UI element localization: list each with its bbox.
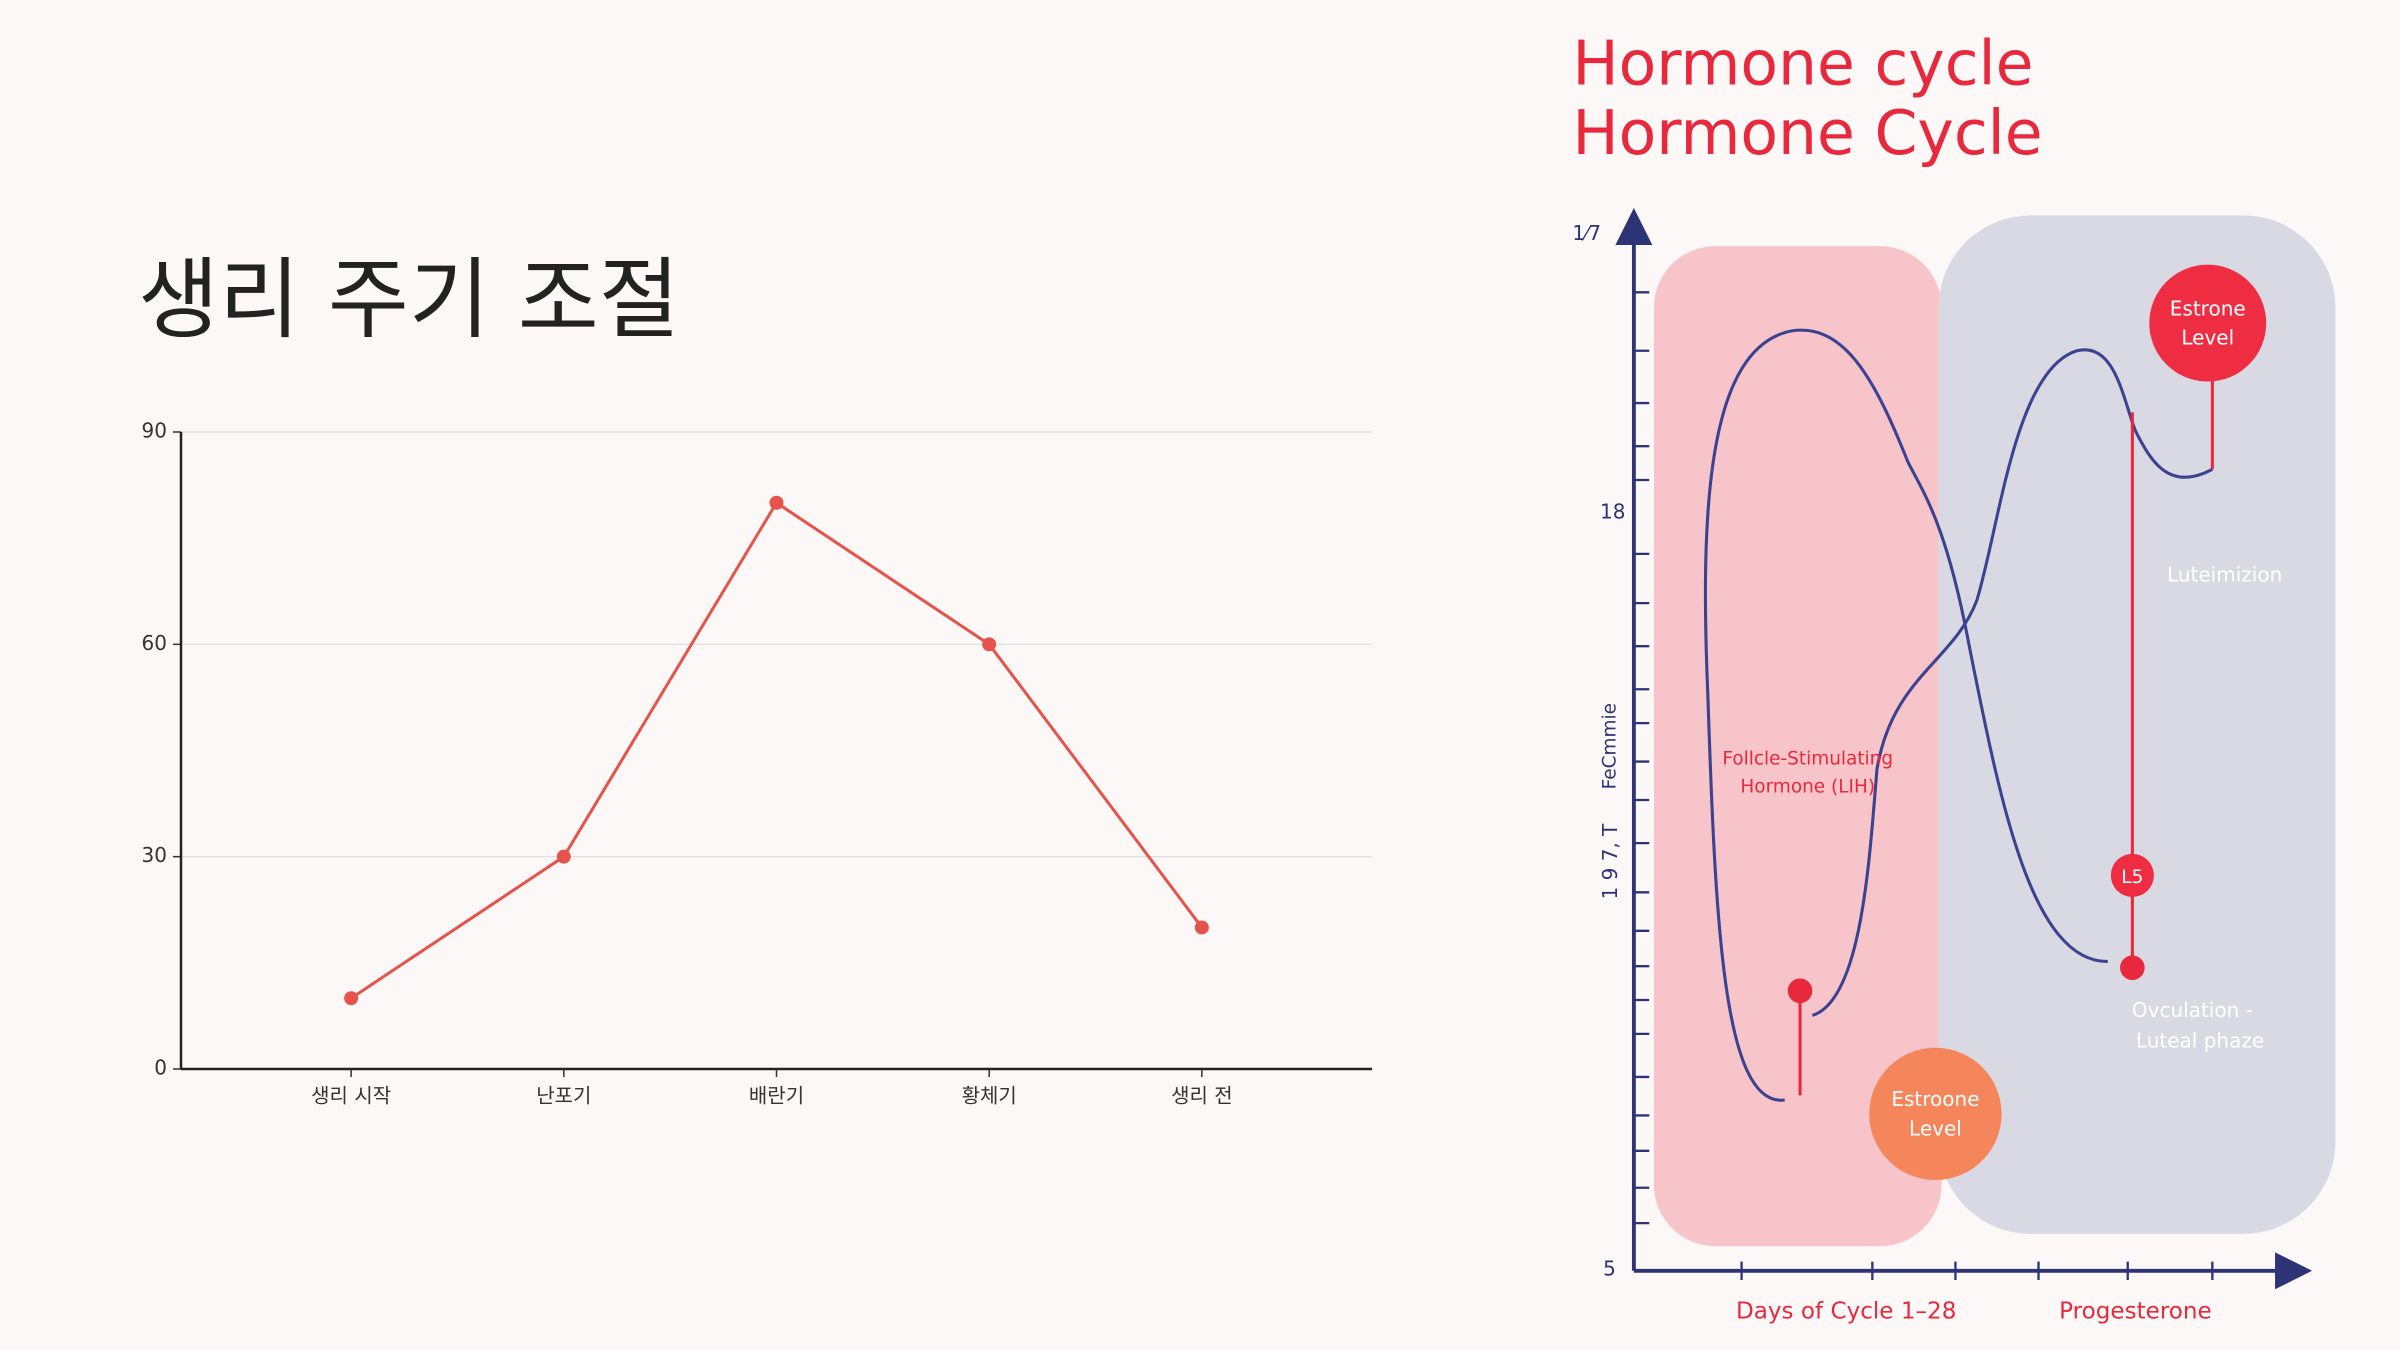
arrow — [2275, 1252, 2313, 1290]
y-tick-label: 60 — [142, 631, 167, 655]
point — [344, 991, 359, 1006]
hormone-curves — [1703, 328, 2214, 1102]
estroone-label: Level — [1909, 1116, 1962, 1140]
follicular-zone — [1653, 246, 1942, 1247]
y-label: 5 — [1603, 1256, 1616, 1280]
illustration-title: Hormone Cycle — [1572, 97, 2042, 169]
phase-label: Ovculation - — [2132, 998, 2253, 1022]
chart-title: 생리 주기 조절 — [138, 248, 680, 351]
arrow — [1615, 208, 1653, 246]
marker-label: L5 — [2121, 867, 2143, 888]
x-tick-label: 황체기 — [962, 1084, 1017, 1108]
estrone-label: Level — [2181, 326, 2234, 350]
point — [1194, 920, 1209, 935]
estrone-label: Estrone — [2170, 296, 2246, 320]
axes — [1615, 208, 2313, 1290]
y-tick-label: 30 — [142, 843, 167, 867]
y-tick-label: 0 — [154, 1056, 167, 1080]
estroone-bubble — [1869, 1047, 2002, 1181]
point — [556, 849, 571, 864]
x-tick-label: 생리 시작 — [311, 1084, 391, 1108]
x-tick-label: 난포기 — [536, 1084, 591, 1108]
y-axis-text: 1 9 7, T — [1598, 823, 1622, 900]
dot — [2120, 955, 2145, 981]
curve — [1811, 348, 2214, 1017]
x-tick-label: 배란기 — [749, 1084, 804, 1108]
fsh-label: Follcle-Stimulating — [1722, 749, 1893, 770]
fsh-label: Hormone (LIH) — [1740, 776, 1875, 797]
x-label: Progesterone — [2059, 1298, 2212, 1324]
l5-bubble — [2110, 853, 2154, 897]
y-axis-text: FeCmmie — [1599, 703, 1620, 789]
point — [982, 637, 997, 652]
axis-ticks — [1633, 291, 2214, 1281]
phase-label: Luteal phaze — [2136, 1029, 2264, 1053]
estrone-bubble — [2149, 264, 2267, 382]
point — [769, 495, 784, 510]
luteinizing-label: Luteimizion — [2167, 563, 2282, 587]
estroone-label: Estroone — [1891, 1087, 1979, 1111]
y-label: 1⁄7 — [1572, 221, 1601, 245]
luteal-zone — [1938, 215, 2336, 1234]
x-label: Days of Cycle 1–28 — [1736, 1298, 1956, 1324]
chart: 0 30 60 90 생리 시작 난포기 배란기 황체기 생리 전 — [142, 419, 1372, 1108]
y-label: 18 — [1600, 499, 1625, 523]
x-tick-label: 생리 전 — [1171, 1084, 1233, 1108]
illustration: Hormone cycle Hormone Cycle 1⁄7 18 5 FeC… — [1572, 28, 2336, 1324]
y-tick-label: 90 — [142, 419, 167, 443]
dot — [1787, 978, 1813, 1004]
illustration-title: Hormone cycle — [1572, 28, 2033, 100]
curve — [1703, 328, 2108, 1102]
